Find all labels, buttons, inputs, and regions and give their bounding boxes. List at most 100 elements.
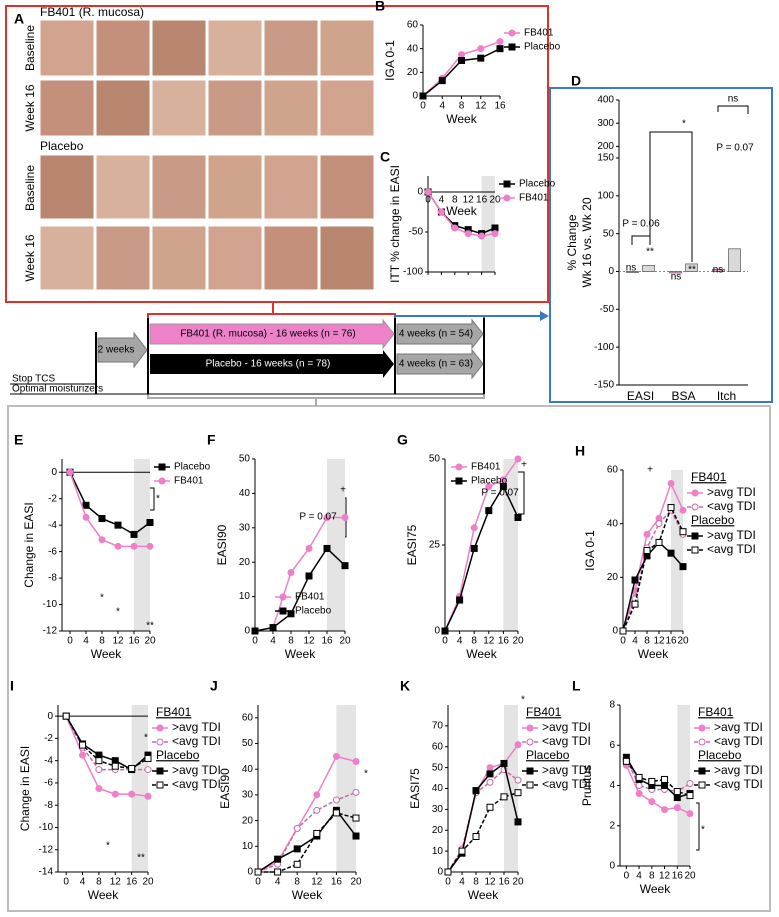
marker (66, 468, 74, 476)
marker (686, 792, 694, 800)
x-tick-label: 8 (471, 636, 477, 647)
legend-label: >avg TDI (172, 763, 221, 777)
shaded-region (327, 459, 345, 631)
panel-label: F (207, 432, 216, 448)
annotation: * (701, 825, 705, 836)
y-axis-label: Pruritus (580, 765, 594, 806)
marker (643, 547, 651, 554)
y-tick-label: 0 (434, 626, 440, 637)
marker (635, 782, 643, 789)
legend-marker (526, 738, 534, 746)
y-tick-label: -8 (48, 573, 57, 584)
y-tick-label: 50 (429, 454, 441, 465)
marker (287, 569, 295, 577)
photo (95, 225, 151, 291)
y-tick-label: -12 (43, 626, 58, 637)
marker (313, 829, 321, 837)
photo (39, 79, 95, 137)
x-tick-label: 20 (489, 195, 501, 206)
y-tick-label: -4 (48, 520, 57, 531)
legend-marker (279, 593, 287, 601)
y-tick-label: -150 (594, 380, 614, 391)
x-tick-label: 16 (128, 636, 140, 647)
legend-marker (691, 532, 699, 540)
x-tick-label: 20 (339, 636, 351, 647)
photo (319, 79, 375, 137)
legend-marker (698, 767, 706, 775)
y-axis-label: ITT % change in EASI (388, 165, 402, 283)
legend-group: FB401 (691, 470, 727, 484)
marker (486, 764, 494, 772)
marker (437, 208, 445, 216)
marker (341, 562, 349, 570)
annotation: * (364, 769, 368, 780)
photo (95, 79, 151, 137)
bar (685, 263, 698, 272)
marker (95, 757, 103, 765)
marker (146, 519, 154, 527)
x-tick-label: 12 (303, 636, 315, 647)
x-tick-label: 20 (144, 636, 156, 647)
marker (500, 759, 508, 767)
bracket (394, 315, 485, 322)
marker (444, 868, 452, 876)
legend-marker (158, 463, 166, 471)
marker (679, 563, 687, 571)
y-tick-label: 0 (612, 626, 618, 637)
legend-group: Placebo (156, 748, 200, 762)
timeline-label: Optimal moisturizers (12, 384, 103, 395)
y-tick-label: -6 (44, 778, 53, 789)
marker (631, 576, 639, 584)
photo (263, 225, 319, 291)
photo (263, 19, 319, 77)
marker (486, 770, 494, 778)
marker (130, 542, 138, 550)
y-axis-label: Change in EASI (18, 746, 32, 831)
x-tick-label: 8 (649, 871, 655, 882)
x-tick-label: 12 (463, 195, 475, 206)
x-tick-label: 12 (484, 877, 496, 888)
series-line (422, 40, 501, 97)
marker (514, 818, 522, 826)
series-line (257, 791, 357, 873)
marker (323, 513, 331, 521)
annotation: P = 0.07 (716, 143, 754, 154)
legend-label: FB401 (519, 193, 549, 204)
marker (313, 791, 321, 799)
x-tick-label: 0 (445, 877, 451, 888)
y-tick-label: 10 (242, 841, 254, 852)
marker (619, 627, 627, 635)
marker (514, 776, 522, 784)
marker (679, 506, 687, 514)
x-tick-label: 20 (512, 636, 524, 647)
timeline-label: 4 weeks (n = 63) (399, 359, 473, 370)
x-tick-label: 16 (498, 877, 510, 888)
marker (486, 778, 494, 786)
annotation: ns (671, 272, 682, 283)
legend-group: FB401 (526, 705, 562, 719)
x-tick-label: 12 (475, 101, 487, 112)
marker (478, 232, 486, 240)
marker (62, 712, 70, 720)
x-tick-label: 16 (126, 877, 138, 888)
photo (207, 19, 263, 77)
panel-label: I (10, 678, 14, 694)
marker (667, 549, 675, 557)
marker (631, 600, 639, 608)
photo (39, 19, 95, 77)
timeline-label: Placebo - 16 weeks (n = 78) (206, 359, 331, 370)
marker (491, 230, 499, 238)
y-tick-label: 30 (239, 522, 251, 533)
photo (151, 19, 207, 77)
legend-label: >avg TDI (172, 720, 221, 734)
marker (648, 798, 656, 806)
x-axis-label: Week (91, 647, 122, 661)
x-tick-label: 4 (459, 877, 465, 888)
x-tick-label: 12 (653, 636, 665, 647)
marker (499, 483, 507, 491)
annotation: * (144, 733, 148, 744)
shaded-region (336, 705, 356, 872)
y-tick-label: 30 (242, 790, 254, 801)
annotation: ** (688, 265, 696, 276)
marker (686, 779, 694, 787)
